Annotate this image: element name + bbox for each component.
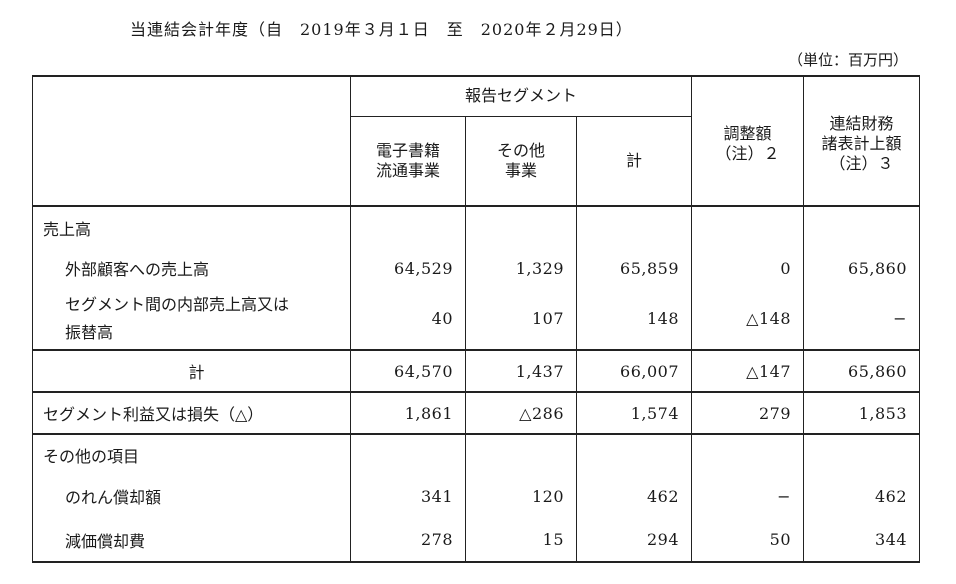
table-row: セグメント利益又は損失（△） 1,861 △286 1,574 279 1,85… <box>32 392 920 435</box>
internal-sales-other: 107 <box>465 288 577 351</box>
internal-sales-ebook: 40 <box>350 288 466 351</box>
segment-profit-adjust: 279 <box>691 392 804 435</box>
ebook-header: 電子書籍 流通事業 <box>350 116 466 207</box>
internal-sales-label-text: セグメント間の内部売上高又は 振替高 <box>65 294 290 342</box>
ebook-header-label: 電子書籍 流通事業 <box>375 140 440 180</box>
total-header-label: 計 <box>625 150 642 170</box>
segment-table: 報告セグメント 調整額 （注）２ 連結財務 諸表計上額 （注）３ 電子書籍 流通… <box>32 75 920 563</box>
table-row: のれん償却額 341 120 462 − 462 <box>32 474 920 518</box>
adjust-header: 調整額 （注）２ <box>691 75 804 207</box>
subtotal-other: 1,437 <box>465 350 577 393</box>
goodwill-ebook: 341 <box>350 474 466 518</box>
subtotal-label: 計 <box>32 350 351 393</box>
segment-group-header: 報告セグメント <box>350 75 692 117</box>
external-sales-other: 1,329 <box>465 248 577 288</box>
table-row: 外部顧客への売上高 64,529 1,329 65,859 0 65,860 <box>32 248 920 288</box>
depreciation-total: 294 <box>576 518 692 563</box>
subtotal-total: 66,007 <box>576 350 692 393</box>
segment-profit-consolidated: 1,853 <box>803 392 920 435</box>
external-sales-consolidated: 65,860 <box>803 248 920 288</box>
header-blank-cell <box>32 75 351 207</box>
table-row: その他の項目 <box>32 434 920 474</box>
external-sales-total: 65,859 <box>576 248 692 288</box>
depreciation-other: 15 <box>465 518 577 563</box>
subtotal-ebook: 64,570 <box>350 350 466 393</box>
table-row: 売上高 <box>32 206 920 248</box>
internal-sales-label: セグメント間の内部売上高又は 振替高 <box>32 288 351 351</box>
adjust-header-label: 調整額 （注）２ <box>715 124 780 163</box>
goodwill-other: 120 <box>465 474 577 518</box>
depreciation-adjust: 50 <box>691 518 804 563</box>
goodwill-label: のれん償却額 <box>32 474 351 518</box>
subtotal-consolidated: 65,860 <box>803 350 920 393</box>
segment-profit-total: 1,574 <box>576 392 692 435</box>
external-sales-adjust: 0 <box>691 248 804 288</box>
other-biz-header-label: その他 事業 <box>496 140 545 180</box>
segment-profit-label: セグメント利益又は損失（△） <box>32 392 351 435</box>
consolidated-header-label: 連結財務 諸表計上額 （注）３ <box>821 114 902 173</box>
page-title: 当連結会計年度（自 2019年３月１日 至 2020年２月29日） <box>130 20 633 39</box>
depreciation-consolidated: 344 <box>803 518 920 563</box>
other-biz-header: その他 事業 <box>465 116 577 207</box>
internal-sales-consolidated: − <box>803 288 920 351</box>
external-sales-label: 外部顧客への売上高 <box>32 248 351 288</box>
goodwill-adjust: − <box>691 474 804 518</box>
table-row: 計 64,570 1,437 66,007 △147 65,860 <box>32 350 920 393</box>
table-row: 減価償却費 278 15 294 50 344 <box>32 518 920 563</box>
segment-profit-other: △286 <box>465 392 577 435</box>
total-header: 計 <box>576 116 692 207</box>
consolidated-header: 連結財務 諸表計上額 （注）３ <box>803 75 920 207</box>
external-sales-ebook: 64,529 <box>350 248 466 288</box>
goodwill-total: 462 <box>576 474 692 518</box>
sales-heading: 売上高 <box>32 206 351 248</box>
table-row: セグメント間の内部売上高又は 振替高 40 107 148 △148 − <box>32 288 920 351</box>
internal-sales-adjust: △148 <box>691 288 804 351</box>
depreciation-ebook: 278 <box>350 518 466 563</box>
subtotal-adjust: △147 <box>691 350 804 393</box>
other-items-heading: その他の項目 <box>32 434 351 474</box>
depreciation-label: 減価償却費 <box>32 518 351 563</box>
unit-label: （単位：百万円） <box>787 51 908 69</box>
internal-sales-total: 148 <box>576 288 692 351</box>
segment-profit-ebook: 1,861 <box>350 392 466 435</box>
goodwill-consolidated: 462 <box>803 474 920 518</box>
